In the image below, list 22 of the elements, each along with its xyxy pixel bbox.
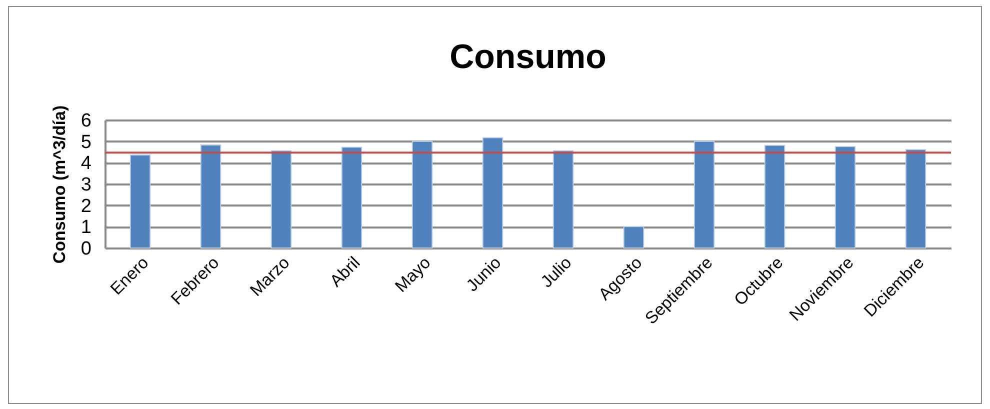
y-tick-label: 6 bbox=[80, 110, 92, 132]
y-tick-label: 4 bbox=[80, 153, 92, 174]
bar bbox=[412, 140, 433, 248]
bar bbox=[623, 226, 644, 248]
bar bbox=[552, 150, 574, 248]
x-tick-label: Julio bbox=[537, 253, 576, 292]
y-tick-label: 3 bbox=[80, 174, 92, 196]
chart-title: Consumo bbox=[450, 38, 606, 76]
bar bbox=[130, 154, 151, 248]
y-axis-title: Consumo (m^3/día) bbox=[50, 105, 69, 264]
y-tick-label: 2 bbox=[80, 196, 92, 217]
bar bbox=[834, 146, 856, 248]
bar bbox=[341, 146, 362, 248]
bar bbox=[270, 150, 292, 248]
bar bbox=[200, 144, 222, 248]
bar bbox=[694, 140, 715, 248]
y-tick-label: 5 bbox=[80, 132, 92, 153]
y-tick-label: 1 bbox=[80, 217, 92, 238]
bar bbox=[482, 137, 504, 248]
y-tick-label: 0 bbox=[80, 238, 92, 260]
bar bbox=[764, 144, 786, 248]
bar bbox=[905, 149, 926, 248]
